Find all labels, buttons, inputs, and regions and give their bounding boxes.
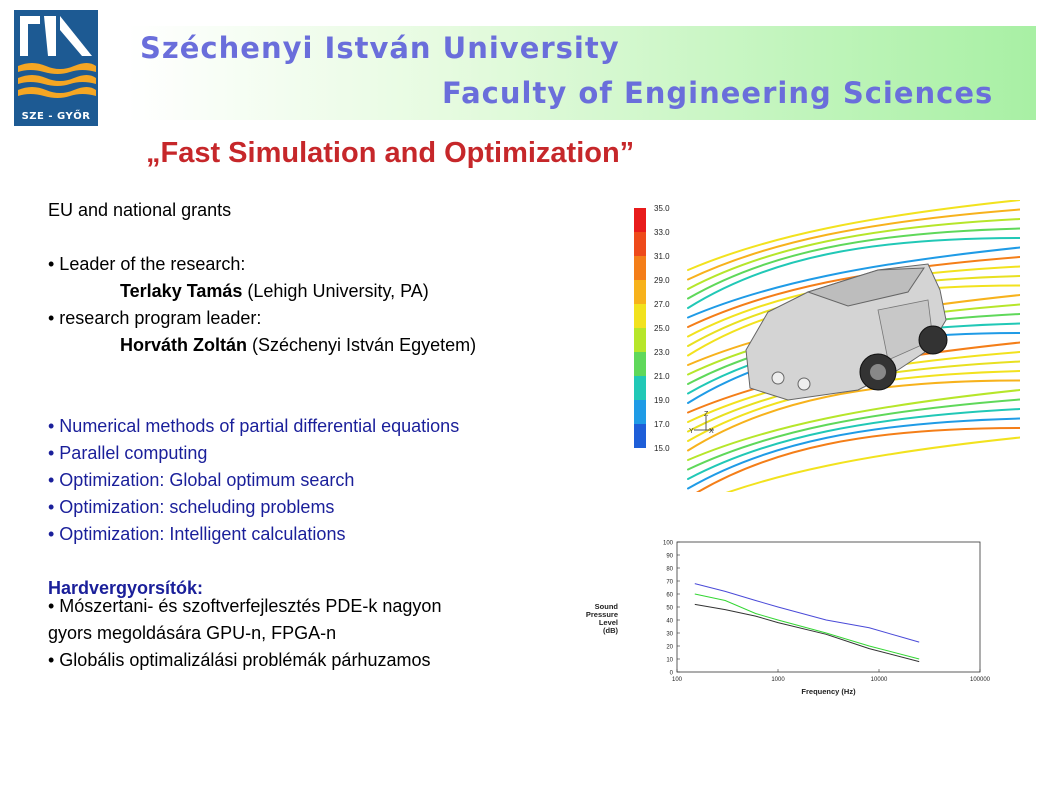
logo-emblem-icon: [18, 16, 96, 98]
streamline: [687, 417, 1020, 490]
y-tick-label: 0: [670, 671, 674, 677]
y-tick-label: 10: [666, 658, 673, 664]
program-label: • research program leader:: [48, 308, 262, 328]
streamline: [687, 389, 1020, 461]
legend-value: 27.0: [654, 300, 670, 309]
y-tick-label: 80: [666, 567, 673, 573]
streamline: [687, 237, 1020, 309]
hardware-title: Hardvergyorsítók:: [48, 578, 204, 598]
leader-name: Terlaky Tamás: [120, 281, 243, 301]
university-logo: SZE - GYŐR: [14, 10, 98, 126]
program-name: Horváth Zoltán: [120, 335, 248, 355]
streamline: [687, 227, 1020, 300]
cfd-simulation-figure: 35.0 33.0 31.0 29.0 27.0 25.0 23.0 21.0 19.0 17.0…: [634, 200, 1020, 492]
hardware-line: • Mószertani- és szoftverfejlesztés PDE-…: [48, 596, 442, 616]
y-axis-label: (dB): [603, 626, 618, 635]
streamline: [687, 200, 1020, 271]
legend-swatch: [634, 304, 646, 328]
streamline: [687, 208, 1020, 281]
streamline: [687, 246, 1020, 319]
slide-title: „Fast Simulation and Optimization”: [146, 137, 635, 169]
y-tick-label: 50: [666, 606, 673, 612]
hardware-line: gyors megoldására GPU-n, FPGA-n: [48, 623, 337, 643]
y-axis-label: Sound: [595, 602, 619, 611]
slide-content: EU and national grants • Leader of the r…: [48, 197, 598, 602]
legend-swatch: [634, 400, 646, 424]
legend-value: 29.0: [654, 276, 670, 285]
color-legend: 35.0 33.0 31.0 29.0 27.0 25.0 23.0 21.0 19.0 17.0…: [634, 204, 670, 453]
legend-swatch: [634, 328, 646, 352]
topic-item: • Parallel computing: [48, 443, 208, 463]
streamline: [696, 427, 1020, 492]
hardware-line: • Globális optimalizálási problémák párh…: [48, 650, 431, 670]
axis-label-z: Z: [704, 411, 709, 418]
axis-label-x: X: [709, 428, 714, 435]
y-tick-label: 70: [666, 580, 673, 586]
legend-swatch: [634, 280, 646, 304]
leader-affiliation: (Lehigh University, PA): [242, 281, 429, 301]
legend-value: 35.0: [654, 204, 670, 213]
topic-item: • Optimization: Intelligent calculations: [48, 524, 346, 544]
leader-label: • Leader of the research:: [48, 254, 246, 274]
x-tick-label: 10000: [871, 677, 888, 683]
topic-item: • Numerical methods of partial different…: [48, 416, 460, 436]
series-line: [694, 593, 920, 660]
x-tick-label: 100: [672, 677, 683, 683]
legend-value: 33.0: [654, 228, 670, 237]
axis-triad: Z Y X: [689, 411, 714, 435]
topic-item: • Optimization: scheluding problems: [48, 497, 335, 517]
grants-line: EU and national grants: [48, 200, 232, 220]
axis-label-y: Y: [689, 428, 694, 435]
series-line: [694, 603, 920, 663]
streamline: [687, 379, 1020, 452]
legend-value: 21.0: [654, 372, 670, 381]
series-line: [694, 583, 920, 643]
streamline: [725, 436, 1020, 492]
y-axis-label: Pressure: [586, 610, 618, 619]
legend-value: 25.0: [654, 324, 670, 333]
leader-line: Terlaky Tamás (Lehigh University, PA): [48, 278, 598, 305]
streamline: [687, 256, 1020, 328]
program-line: Horváth Zoltán (Széchenyi István Egyetem…: [48, 332, 598, 359]
legend-value: 23.0: [654, 348, 670, 357]
legend-swatch: [634, 208, 646, 232]
university-name: Széchenyi István University: [140, 31, 620, 65]
chart-series: [694, 583, 920, 663]
y-tick-label: 100: [663, 541, 674, 547]
y-tick-label: 30: [666, 632, 673, 638]
legend-value: 17.0: [654, 420, 670, 429]
streamline: [687, 218, 1020, 290]
y-tick-label: 60: [666, 593, 673, 599]
legend-swatch: [634, 256, 646, 280]
streamline: [687, 408, 1020, 480]
x-axis-label: Frequency (Hz): [801, 687, 856, 696]
legend-swatch: [634, 232, 646, 256]
legend-value: 15.0: [654, 444, 670, 453]
legend-swatch: [634, 376, 646, 400]
streamlines: [687, 200, 1020, 492]
x-tick-label: 100000: [970, 677, 991, 683]
topic-item: • Optimization: Global optimum search: [48, 470, 355, 490]
hardware-list: • Mószertani- és szoftverfejlesztés PDE-…: [48, 593, 532, 674]
logo-text: SZE - GYŐR: [21, 111, 91, 122]
header-banner: [128, 26, 1036, 120]
faculty-name: Faculty of Engineering Sciences: [442, 76, 994, 110]
legend-swatch: [634, 424, 646, 448]
legend-value: 31.0: [654, 252, 670, 261]
y-axis-label: Level: [599, 618, 618, 627]
x-tick-label: 1000: [771, 677, 785, 683]
program-affiliation: (Széchenyi István Egyetem): [247, 335, 477, 355]
y-tick-label: 40: [666, 619, 673, 625]
legend-value: 19.0: [654, 396, 670, 405]
y-tick-label: 20: [666, 645, 673, 651]
streamline: [687, 398, 1020, 471]
legend-swatch: [634, 352, 646, 376]
car-model: [745, 263, 948, 401]
y-tick-label: 90: [666, 554, 673, 560]
